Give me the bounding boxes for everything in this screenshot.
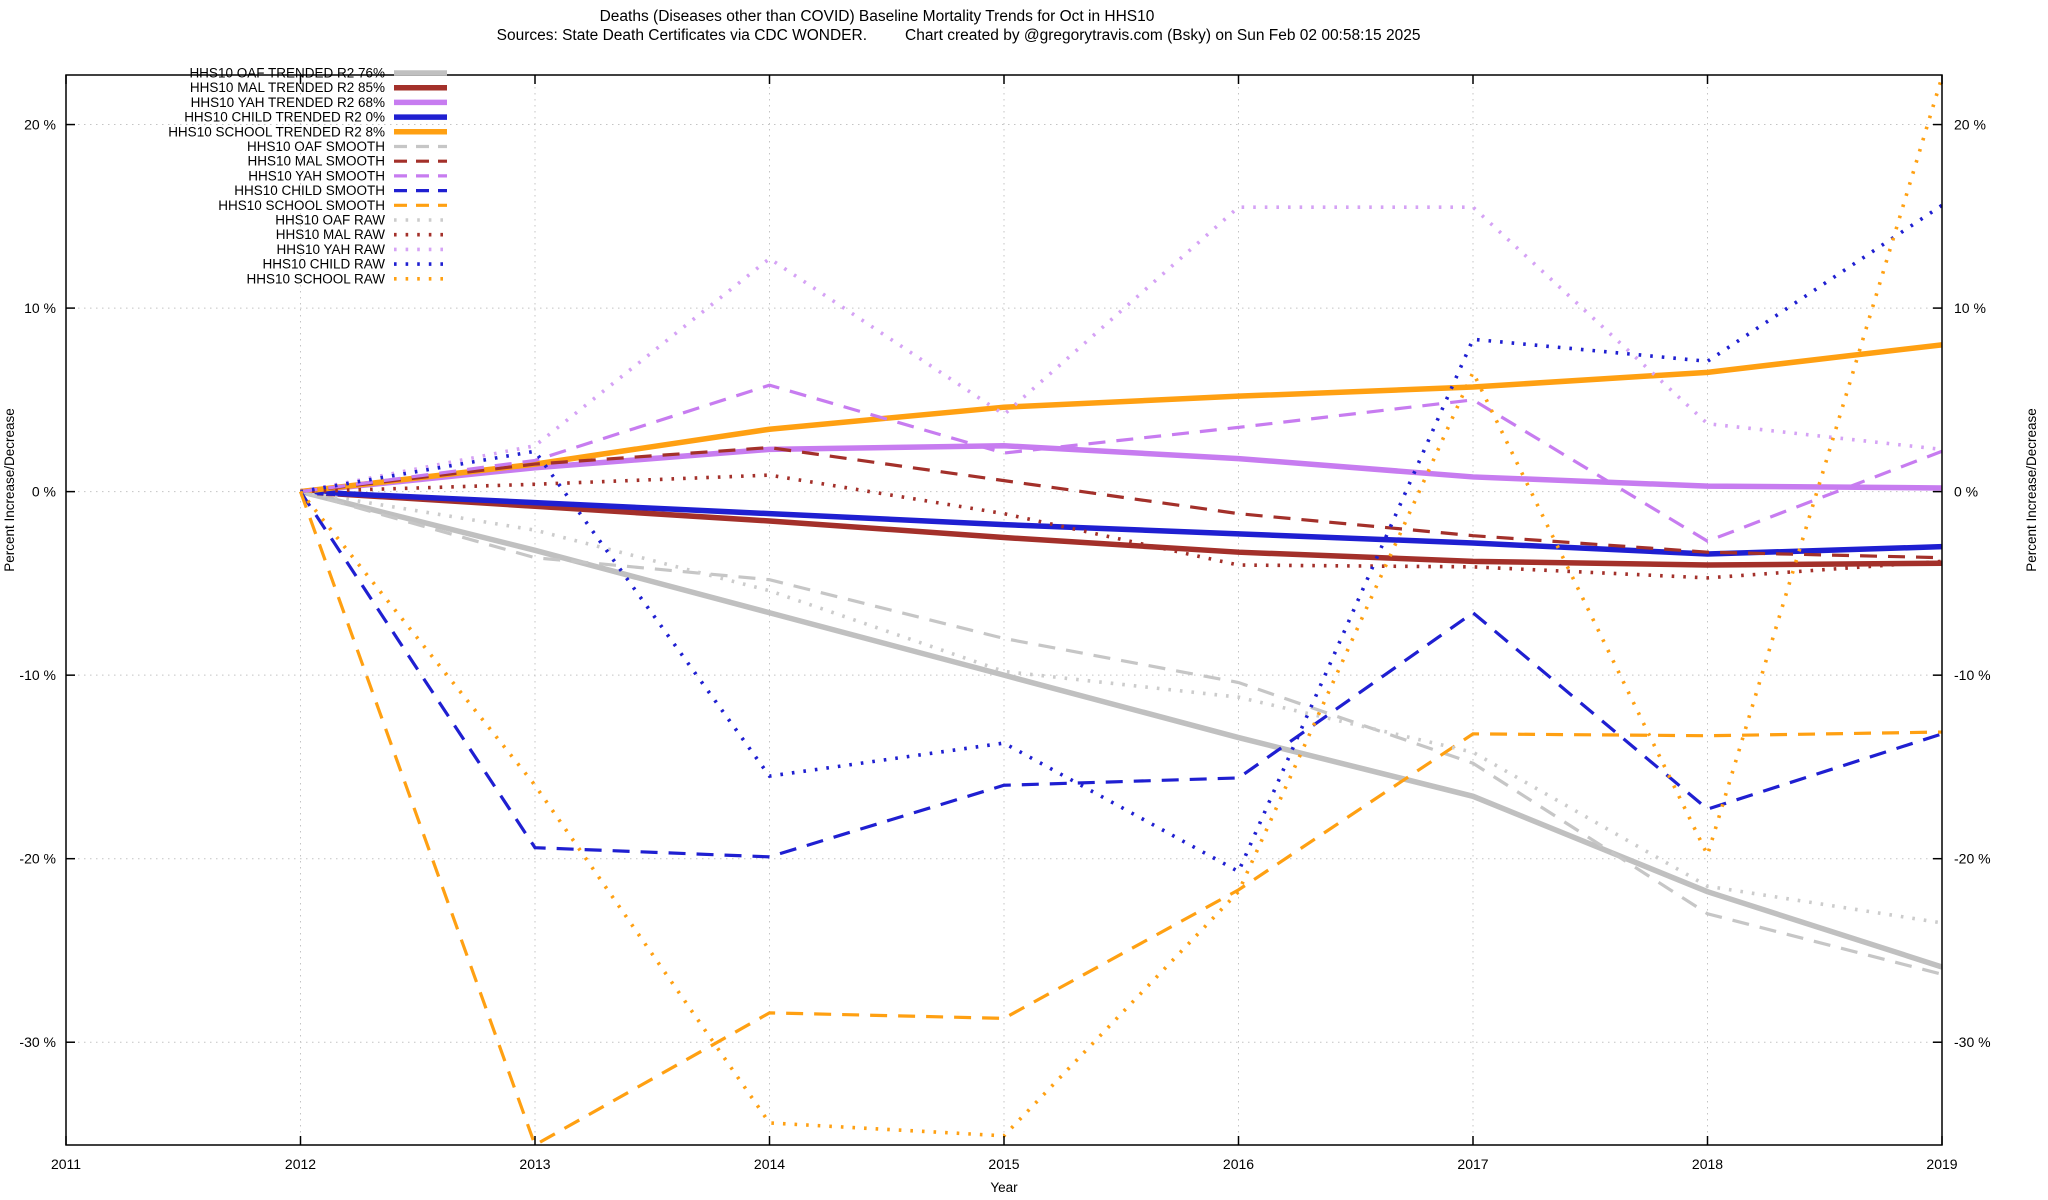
x-tick-label: 2017 <box>1457 1156 1488 1172</box>
series-line-hhs10-school-raw <box>299 76 1942 1138</box>
series-line-hhs10-mal-trended-r2-85- <box>300 488 1942 568</box>
legend-label: HHS10 CHILD TRENDED R2 0% <box>184 110 385 125</box>
legend-label: HHS10 OAF RAW <box>275 213 385 228</box>
x-tick-label: 2012 <box>285 1156 316 1172</box>
legend-label: HHS10 CHILD RAW <box>262 257 385 272</box>
series-line-hhs10-school-trended-r2-8- <box>300 342 1942 495</box>
series-line-hhs10-oaf-smooth <box>300 490 1942 976</box>
legend-label: HHS10 OAF TRENDED R2 76% <box>189 66 385 81</box>
series-line-hhs10-mal-smooth <box>300 445 1942 560</box>
chart-subtitle-sources: Sources: State Death Certificates via CD… <box>497 27 867 44</box>
x-tick-label: 2016 <box>1223 1156 1254 1172</box>
y-tick-label-right: -20 % <box>1954 851 1991 867</box>
y-tick-label-left: 10 % <box>24 300 56 316</box>
y-tick-label-left: -20 % <box>19 851 56 867</box>
y-axis-label-right: Percent Increase/Decrease <box>2024 408 2039 572</box>
x-tick-label: 2011 <box>51 1156 81 1172</box>
chart-title: Deaths (Diseases other than COVID) Basel… <box>600 8 1155 25</box>
series-line-hhs10-yah-smooth <box>300 383 1942 543</box>
legend-label: HHS10 SCHOOL TRENDED R2 8% <box>168 124 385 139</box>
x-tick-label: 2015 <box>988 1156 1019 1172</box>
y-tick-label-left: 20 % <box>24 117 56 133</box>
x-tick-label: 2019 <box>1926 1156 1957 1172</box>
legend-label: HHS10 CHILD SMOOTH <box>234 183 385 198</box>
x-tick-label: 2014 <box>754 1156 785 1172</box>
legend-label: HHS10 YAH TRENDED R2 68% <box>191 95 385 110</box>
plot-generated-content: 20 % 20 % 10 % 10 % 0 % 0 % -10 % -10 % -20 % -20… <box>19 66 1990 1173</box>
y-tick-label-left: -30 % <box>19 1034 56 1050</box>
legend-label: HHS10 MAL SMOOTH <box>247 154 385 169</box>
y-tick-label-left: 0 % <box>32 484 56 500</box>
y-tick-label-right: 0 % <box>1954 484 1978 500</box>
x-tick-label: 2013 <box>519 1156 550 1172</box>
y-tick-label-left: -10 % <box>19 667 56 683</box>
x-axis-label: Year <box>990 1180 1018 1195</box>
legend-label: HHS10 OAF SMOOTH <box>247 139 385 154</box>
legend-label: HHS10 MAL RAW <box>276 227 386 242</box>
legend-label: HHS10 YAH SMOOTH <box>248 168 385 183</box>
legend-label: HHS10 SCHOOL RAW <box>246 271 385 286</box>
series-line-hhs10-yah-raw <box>300 205 1942 494</box>
series-line-hhs10-yah-trended-r2-68- <box>300 442 1942 495</box>
legend-label: HHS10 YAH RAW <box>276 242 385 257</box>
legend-label: HHS10 MAL TRENDED R2 85% <box>190 80 385 95</box>
y-tick-label-right: -10 % <box>1954 667 1991 683</box>
x-tick-label: 2018 <box>1692 1156 1723 1172</box>
series-line-hhs10-school-smooth <box>298 491 1942 1145</box>
legend-label: HHS10 SCHOOL SMOOTH <box>218 198 385 213</box>
y-tick-label-right: -30 % <box>1954 1034 1991 1050</box>
series-line-hhs10-child-raw <box>300 203 1942 875</box>
y-tick-label-right: 20 % <box>1954 117 1986 133</box>
chart-subtitle-credit: Chart created by @gregorytravis.com (Bsk… <box>905 27 1420 44</box>
y-axis-label-left: Percent Increase/Decrease <box>2 408 17 572</box>
y-tick-label-right: 10 % <box>1954 300 1986 316</box>
